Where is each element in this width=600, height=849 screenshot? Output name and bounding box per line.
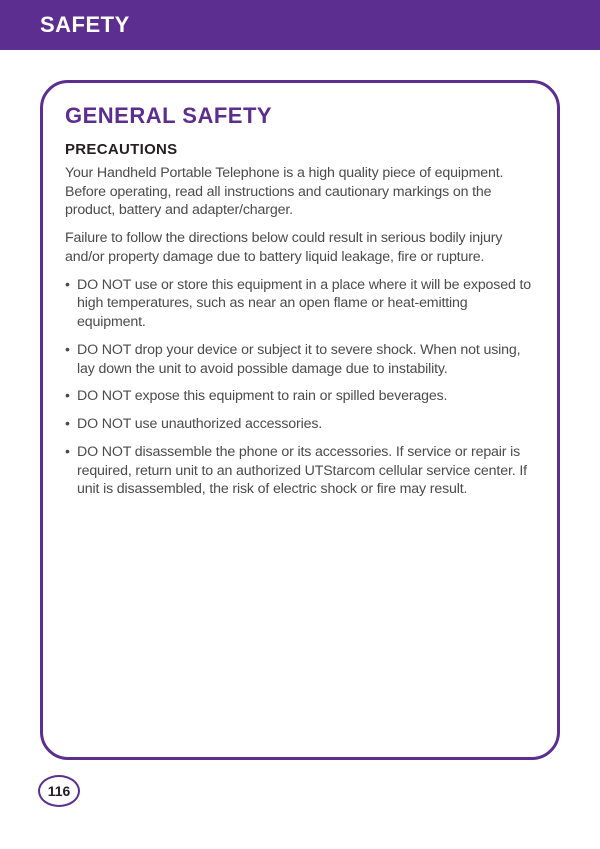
bullet-item: • DO NOT use or store this equipment in …: [65, 276, 535, 332]
bullet-mark: •: [65, 387, 77, 406]
header-bar: SAFETY: [0, 0, 600, 50]
content-box: GENERAL SAFETY PRECAUTIONS Your Handheld…: [40, 80, 560, 760]
bullet-text: DO NOT use unauthorized accessories.: [77, 415, 535, 434]
page-number: 116: [48, 783, 71, 799]
bullet-text: DO NOT disassemble the phone or its acce…: [77, 443, 535, 499]
bullet-item: • DO NOT drop your device or subject it …: [65, 341, 535, 378]
page-title: SAFETY: [40, 12, 130, 38]
bullet-item: • DO NOT use unauthorized accessories.: [65, 415, 535, 434]
bullet-item: • DO NOT expose this equipment to rain o…: [65, 387, 535, 406]
page-content: GENERAL SAFETY PRECAUTIONS Your Handheld…: [0, 50, 600, 760]
bullet-item: • DO NOT disassemble the phone or its ac…: [65, 443, 535, 499]
bullet-mark: •: [65, 415, 77, 434]
section-subheading: PRECAUTIONS: [65, 141, 535, 158]
bullet-mark: •: [65, 276, 77, 332]
intro-paragraph-2: Failure to follow the directions below c…: [65, 229, 535, 266]
page-number-badge: 116: [38, 775, 80, 807]
bullet-text: DO NOT use or store this equipment in a …: [77, 276, 535, 332]
bullet-text: DO NOT drop your device or subject it to…: [77, 341, 535, 378]
bullet-mark: •: [65, 443, 77, 499]
bullet-mark: •: [65, 341, 77, 378]
section-title: GENERAL SAFETY: [65, 103, 535, 129]
intro-paragraph-1: Your Handheld Portable Telephone is a hi…: [65, 164, 535, 220]
bullet-text: DO NOT expose this equipment to rain or …: [77, 387, 535, 406]
